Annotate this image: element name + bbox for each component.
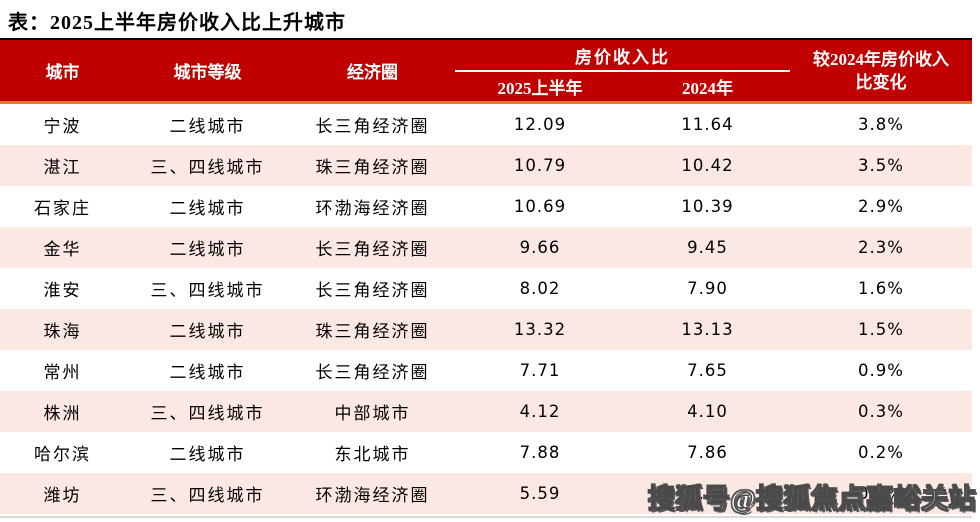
cell-circle: 长三角经济圈 bbox=[315, 240, 430, 259]
table-row: 湛江 三、四线城市 珠三角经济圈 10.79 10.42 3.5% bbox=[0, 145, 972, 186]
cell-2025-h1: 5.59 bbox=[519, 484, 561, 503]
cell-circle: 环渤海经济圈 bbox=[315, 199, 430, 218]
header-change: 较2024年房价收入 比变化 bbox=[790, 40, 972, 101]
cell-city: 宁波 bbox=[43, 117, 82, 136]
cell-tier: 三、四线城市 bbox=[150, 404, 265, 423]
cell-tier: 二线城市 bbox=[169, 240, 246, 259]
table-title: 表：2025上半年房价收入比上升城市 bbox=[8, 12, 346, 34]
cell-tier: 三、四线城市 bbox=[150, 158, 265, 177]
header-change-line2: 比变化 bbox=[855, 72, 907, 92]
cell-2025-h1: 13.32 bbox=[513, 320, 567, 339]
cell-tier: 三、四线城市 bbox=[150, 281, 265, 300]
cell-2025-h1: 7.88 bbox=[519, 443, 561, 462]
table-row: 潍坊 三、四线城市 环渤海经济圈 5.59 5.58 0.2% bbox=[0, 473, 972, 514]
cell-circle: 长三角经济圈 bbox=[315, 363, 430, 382]
table-row: 哈尔滨 二线城市 东北城市 7.88 7.86 0.2% bbox=[0, 432, 972, 473]
table-row: 珠海 二线城市 珠三角经济圈 13.32 13.13 1.5% bbox=[0, 309, 972, 350]
header-group-ratio: 房价收入比 2025上半年 2024年 bbox=[455, 40, 790, 101]
cell-change: 1.5% bbox=[858, 320, 904, 339]
data-table: 城市 城市等级 经济圈 房价收入比 2025上半年 2024年 较2024年房价… bbox=[0, 38, 972, 518]
cell-circle: 长三角经济圈 bbox=[315, 117, 430, 136]
cell-2025-h1: 12.09 bbox=[513, 115, 567, 134]
cell-2024: 11.64 bbox=[681, 115, 734, 134]
cell-change: 2.9% bbox=[858, 197, 904, 216]
cell-2025-h1: 4.12 bbox=[519, 402, 561, 421]
cell-change: 1.6% bbox=[858, 279, 904, 298]
cell-2024: 10.39 bbox=[681, 197, 734, 216]
cell-change: 0.2% bbox=[858, 484, 904, 503]
cell-2024: 9.45 bbox=[687, 238, 728, 257]
cell-tier: 二线城市 bbox=[169, 363, 246, 382]
header-circle: 经济圈 bbox=[347, 63, 398, 82]
cell-city: 常州 bbox=[43, 363, 82, 382]
cell-2024: 10.42 bbox=[681, 156, 734, 175]
cell-2024: 13.13 bbox=[681, 320, 734, 339]
cell-change: 2.3% bbox=[858, 238, 904, 257]
cell-2024: 7.86 bbox=[687, 443, 728, 462]
cell-change: 0.2% bbox=[858, 443, 904, 462]
header-city: 城市 bbox=[45, 63, 80, 82]
cell-2025-h1: 7.71 bbox=[519, 361, 561, 380]
cell-city: 株洲 bbox=[43, 404, 82, 423]
header-2025-h1: 2025上半年 bbox=[497, 79, 583, 98]
cell-2024: 4.10 bbox=[687, 402, 728, 421]
cell-circle: 东北城市 bbox=[334, 445, 411, 464]
cell-tier: 二线城市 bbox=[169, 199, 246, 218]
cell-change: 0.3% bbox=[858, 402, 904, 421]
cell-city: 珠海 bbox=[43, 322, 82, 341]
table-row: 淮安 三、四线城市 长三角经济圈 8.02 7.90 1.6% bbox=[0, 268, 972, 309]
cell-2024: 5.58 bbox=[687, 484, 728, 503]
header-2024: 2024年 bbox=[682, 79, 733, 98]
header-tier: 城市等级 bbox=[173, 63, 242, 82]
cell-tier: 二线城市 bbox=[169, 445, 246, 464]
table-row: 金华 二线城市 长三角经济圈 9.66 9.45 2.3% bbox=[0, 227, 972, 268]
cell-2025-h1: 9.66 bbox=[519, 238, 561, 257]
cell-change: 0.9% bbox=[858, 361, 904, 380]
cell-2025-h1: 8.02 bbox=[519, 279, 561, 298]
cell-change: 3.5% bbox=[858, 156, 904, 175]
table-row: 常州 二线城市 长三角经济圈 7.71 7.65 0.9% bbox=[0, 350, 972, 391]
watermark: 搜狐号@搜狐焦点嘉峪关站 bbox=[647, 484, 976, 515]
cell-change: 3.8% bbox=[858, 115, 904, 134]
cell-circle: 珠三角经济圈 bbox=[315, 158, 430, 177]
cell-2024: 7.90 bbox=[687, 279, 728, 298]
cell-circle: 中部城市 bbox=[334, 404, 411, 423]
cell-tier: 二线城市 bbox=[169, 117, 246, 136]
cell-2025-h1: 10.79 bbox=[513, 156, 567, 175]
table-row: 石家庄 二线城市 环渤海经济圈 10.69 10.39 2.9% bbox=[0, 186, 972, 227]
table-body: 宁波 二线城市 长三角经济圈 12.09 11.64 3.8% 湛江 三、四线城… bbox=[0, 104, 972, 514]
cell-city: 潍坊 bbox=[43, 486, 82, 505]
cell-circle: 珠三角经济圈 bbox=[315, 322, 430, 341]
cell-2024: 7.65 bbox=[687, 361, 728, 380]
cell-city: 淮安 bbox=[43, 281, 82, 300]
cell-city: 石家庄 bbox=[34, 199, 91, 218]
cell-circle: 环渤海经济圈 bbox=[315, 486, 430, 505]
cell-city: 湛江 bbox=[43, 158, 82, 177]
cell-tier: 二线城市 bbox=[169, 322, 246, 341]
cell-city: 哈尔滨 bbox=[34, 445, 91, 464]
header-ratio-group-label: 房价收入比 bbox=[455, 40, 790, 72]
cell-tier: 三、四线城市 bbox=[150, 486, 265, 505]
bottom-divider bbox=[0, 516, 972, 518]
header-change-line1: 较2024年房价收入 bbox=[813, 49, 949, 69]
cell-circle: 长三角经济圈 bbox=[315, 281, 430, 300]
table-row: 株洲 三、四线城市 中部城市 4.12 4.10 0.3% bbox=[0, 391, 972, 432]
table-header: 城市 城市等级 经济圈 房价收入比 2025上半年 2024年 较2024年房价… bbox=[0, 40, 972, 104]
cell-city: 金华 bbox=[43, 240, 82, 259]
cell-2025-h1: 10.69 bbox=[513, 197, 567, 216]
table-row: 宁波 二线城市 长三角经济圈 12.09 11.64 3.8% bbox=[0, 104, 972, 145]
